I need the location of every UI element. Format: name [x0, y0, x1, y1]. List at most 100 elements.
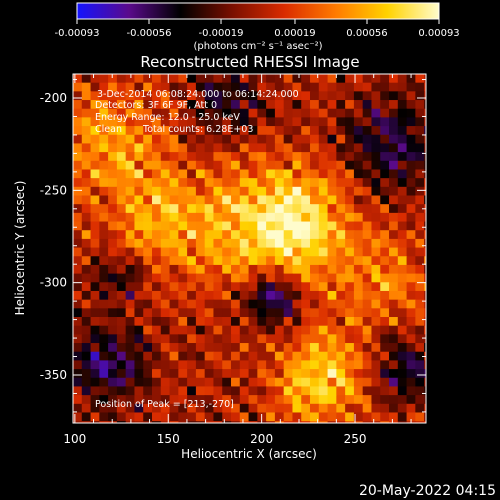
heatmap-cell	[73, 317, 83, 327]
heatmap-cell	[204, 221, 215, 231]
heatmap-cell	[292, 195, 302, 205]
heatmap-cell	[213, 282, 223, 292]
heatmap-cell	[274, 126, 285, 136]
heatmap-cell	[371, 369, 381, 379]
heatmap-cell	[239, 74, 250, 84]
heatmap-cell	[178, 169, 188, 179]
heatmap-cell	[213, 351, 223, 361]
heatmap-cell	[353, 290, 364, 301]
heatmap-cell	[318, 386, 329, 396]
heatmap-cell	[239, 412, 250, 422]
heatmap-cell	[257, 126, 267, 136]
heatmap-cell	[169, 108, 179, 118]
heatmap-cell	[125, 334, 136, 344]
heatmap-cell	[73, 256, 83, 266]
heatmap-cell	[248, 178, 258, 188]
heatmap-cell	[204, 91, 215, 101]
heatmap-cell	[213, 377, 223, 388]
heatmap-cell	[187, 308, 197, 318]
heatmap-cell	[125, 204, 136, 214]
heatmap-cell	[274, 169, 285, 179]
heatmap-cell	[116, 290, 127, 301]
heatmap-cell	[353, 74, 364, 84]
heatmap-cell	[415, 290, 425, 301]
heatmap-cell	[169, 325, 179, 335]
heatmap-cell	[213, 169, 223, 179]
heatmap-cell	[380, 264, 390, 275]
heatmap-cell	[222, 117, 232, 127]
heatmap-cell	[178, 100, 188, 110]
heatmap-cell	[292, 143, 302, 153]
heatmap-cell	[90, 282, 100, 292]
heatmap-cell	[266, 160, 276, 171]
heatmap-cell	[152, 317, 162, 327]
heatmap-cell	[380, 282, 390, 292]
heatmap-cell	[336, 403, 346, 414]
heatmap-cell	[345, 343, 355, 353]
heatmap-cell	[239, 100, 250, 110]
heatmap-cell	[292, 412, 302, 422]
heatmap-cell	[389, 325, 399, 335]
heatmap-cell	[353, 325, 364, 335]
heatmap-cell	[362, 152, 373, 162]
heatmap-cell	[213, 395, 223, 405]
heatmap-cell	[274, 152, 285, 162]
heatmap-cell	[213, 360, 223, 370]
heatmap-cell	[231, 117, 241, 127]
heatmap-cell	[283, 74, 294, 84]
heatmap-cell	[406, 169, 416, 179]
heatmap-cell	[134, 186, 144, 197]
heatmap-cell	[195, 308, 206, 318]
heatmap-cell	[152, 160, 162, 171]
heatmap-cell	[204, 299, 215, 309]
heatmap-cell	[318, 100, 329, 110]
heatmap-cell	[187, 152, 197, 162]
heatmap-cell	[266, 377, 276, 388]
heatmap-cell	[318, 325, 329, 335]
heatmap-cell	[187, 386, 197, 396]
heatmap-cell	[389, 317, 399, 327]
heatmap-cell	[424, 186, 426, 197]
heatmap-cell	[73, 230, 83, 240]
heatmap-cell	[353, 186, 364, 197]
heatmap-cell	[292, 351, 302, 361]
heatmap-cell	[318, 403, 329, 414]
heatmap-cell	[239, 186, 250, 197]
heatmap-cell	[81, 412, 92, 422]
heatmap-cell	[213, 308, 223, 318]
heatmap-cell	[187, 230, 197, 240]
heatmap-cell	[424, 290, 426, 301]
heatmap-cell	[248, 325, 258, 335]
heatmap-cell	[327, 230, 337, 240]
heatmap-cell	[283, 221, 294, 231]
y-tick-label: -300	[40, 276, 67, 290]
heatmap-cell	[397, 100, 408, 110]
heatmap-cell	[380, 169, 390, 179]
heatmap-cell	[257, 238, 267, 249]
heatmap-cell	[415, 282, 425, 292]
heatmap-cell	[90, 369, 100, 379]
heatmap-cell	[160, 178, 171, 188]
heatmap-cell	[283, 204, 294, 214]
heatmap-cell	[222, 91, 232, 101]
heatmap-cell	[231, 256, 241, 266]
heatmap-cell	[81, 360, 92, 370]
heatmap-cell	[195, 360, 206, 370]
heatmap-cell	[169, 343, 179, 353]
heatmap-cell	[169, 152, 179, 162]
heatmap-cell	[389, 91, 399, 101]
heatmap-cell	[336, 351, 346, 361]
heatmap-cell	[143, 143, 153, 153]
heatmap-cell	[134, 152, 144, 162]
heatmap-cell	[336, 126, 346, 136]
heatmap-cell	[73, 160, 83, 171]
heatmap-cell	[90, 377, 100, 388]
heatmap-cell	[283, 395, 294, 405]
heatmap-cell	[301, 421, 311, 423]
heatmap-cell	[301, 360, 311, 370]
heatmap-cell	[318, 204, 329, 214]
heatmap-cell	[213, 412, 223, 422]
heatmap-cell	[257, 169, 267, 179]
heatmap-cell	[371, 317, 381, 327]
heatmap-cell	[301, 317, 311, 327]
